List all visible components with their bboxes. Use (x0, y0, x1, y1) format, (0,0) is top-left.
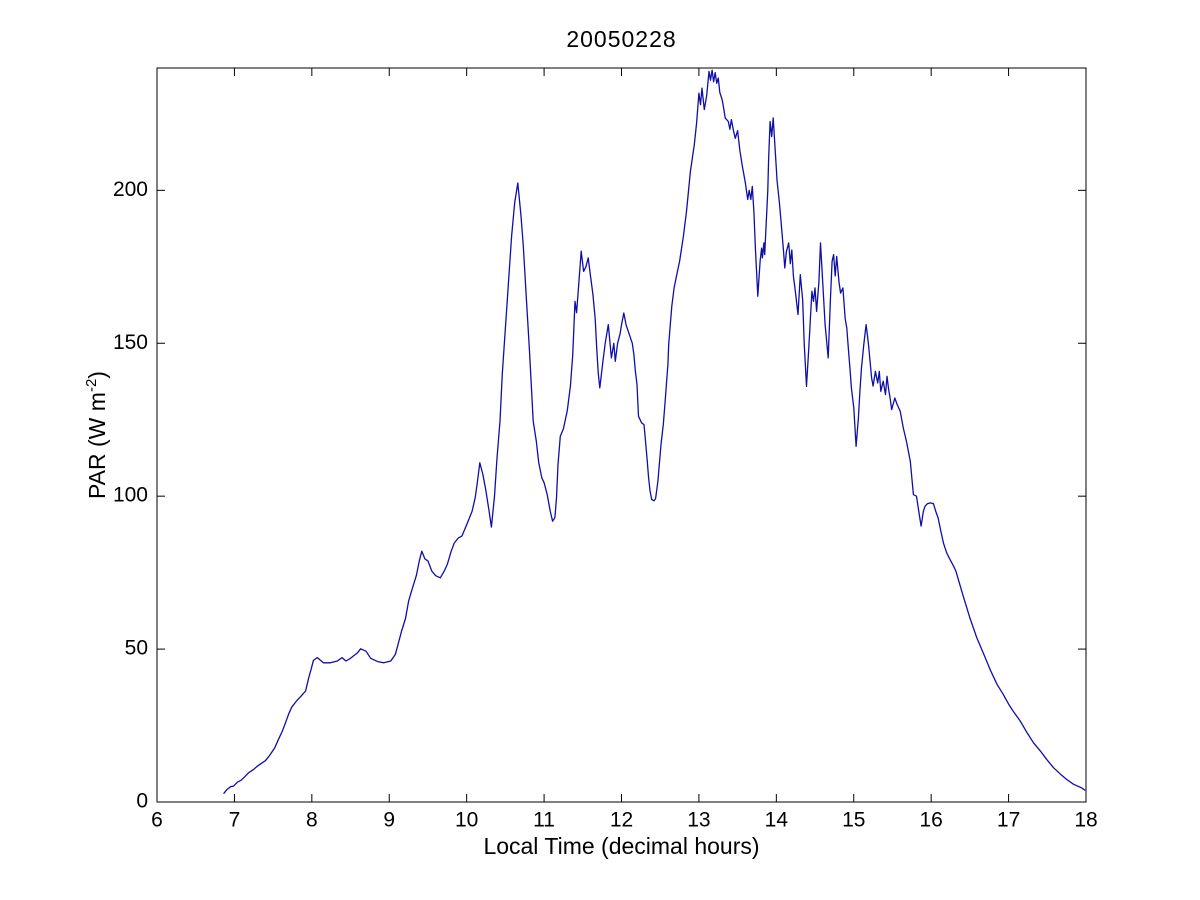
axes-box (156, 67, 1087, 803)
y-tick-label: 150 (113, 331, 148, 354)
y-axis-label: PAR (W m-2) (83, 371, 111, 499)
y-tick-label: 200 (113, 178, 148, 201)
y-axis-label-superscript: -2 (83, 378, 101, 393)
x-tick-label: 8 (306, 808, 318, 831)
x-tick-label: 18 (1074, 808, 1097, 831)
axis-tick-labels: 6 7 8 9 10 11 12 13 14 15 16 17 18 0 50 100 150 200 (113, 178, 1098, 832)
x-tick-label: 9 (383, 808, 395, 831)
y-tick-label: 50 (125, 637, 148, 660)
x-tick-label: 7 (229, 808, 241, 831)
x-tick-label: 14 (765, 808, 789, 831)
x-axis-label: Local Time (decimal hours) (483, 833, 760, 859)
y-axis-label-close: ) (83, 371, 110, 379)
y-axis-label-text: PAR (W m (83, 392, 110, 499)
chart-title: 20050228 (566, 26, 677, 52)
x-tick-label: 10 (455, 808, 478, 831)
x-tick-label: 11 (533, 808, 555, 831)
y-tick-label: 100 (113, 484, 148, 507)
y-tick-label: 0 (136, 790, 148, 813)
x-tick-label: 13 (687, 808, 710, 831)
x-tick-label: 16 (919, 808, 942, 831)
x-tick-label: 6 (151, 808, 163, 831)
x-tick-label: 17 (997, 808, 1020, 831)
x-tick-label: 12 (610, 808, 633, 831)
x-tick-label: 15 (842, 808, 865, 831)
axis-ticks (156, 68, 1087, 803)
par-data-line (223, 69, 1086, 795)
